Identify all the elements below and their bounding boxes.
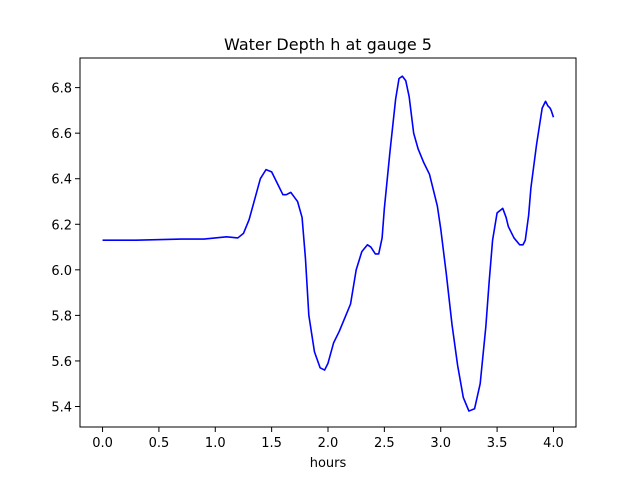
y-tick-label: 5.8: [51, 309, 72, 324]
y-tick-label: 6.0: [51, 264, 72, 279]
x-axis-label: hours: [310, 456, 347, 471]
y-tick-label: 6.8: [51, 82, 72, 97]
chart-title: Water Depth h at gauge 5: [224, 35, 432, 54]
plot-area: [102, 75, 555, 412]
x-axis-ticks: 0.0 0.5 1.0 1.5 2.0 2.5 3.0 3.5 4.0: [92, 427, 564, 451]
y-tick-label: 6.2: [51, 218, 72, 233]
x-tick-label: 0.0: [92, 436, 113, 451]
x-tick-label: 2.0: [318, 436, 339, 451]
x-tick-label: 1.0: [205, 436, 226, 451]
y-tick-label: 6.6: [51, 127, 72, 142]
axes-frame: [79, 57, 577, 428]
series-line-0: [102, 75, 555, 412]
y-axis-ticks: 5.4 5.6 5.8 6.0 6.2 6.4 6.6 6.8: [51, 82, 80, 416]
x-tick-label: 4.0: [543, 436, 564, 451]
x-tick-label: 2.5: [374, 436, 395, 451]
x-tick-label: 1.5: [261, 436, 282, 451]
y-tick-label: 5.6: [51, 355, 72, 370]
y-tick-label: 5.4: [51, 401, 72, 416]
x-tick-label: 3.0: [430, 436, 451, 451]
y-tick-label: 6.4: [51, 173, 72, 188]
x-tick-label: 3.5: [487, 436, 508, 451]
x-tick-label: 0.5: [149, 436, 170, 451]
